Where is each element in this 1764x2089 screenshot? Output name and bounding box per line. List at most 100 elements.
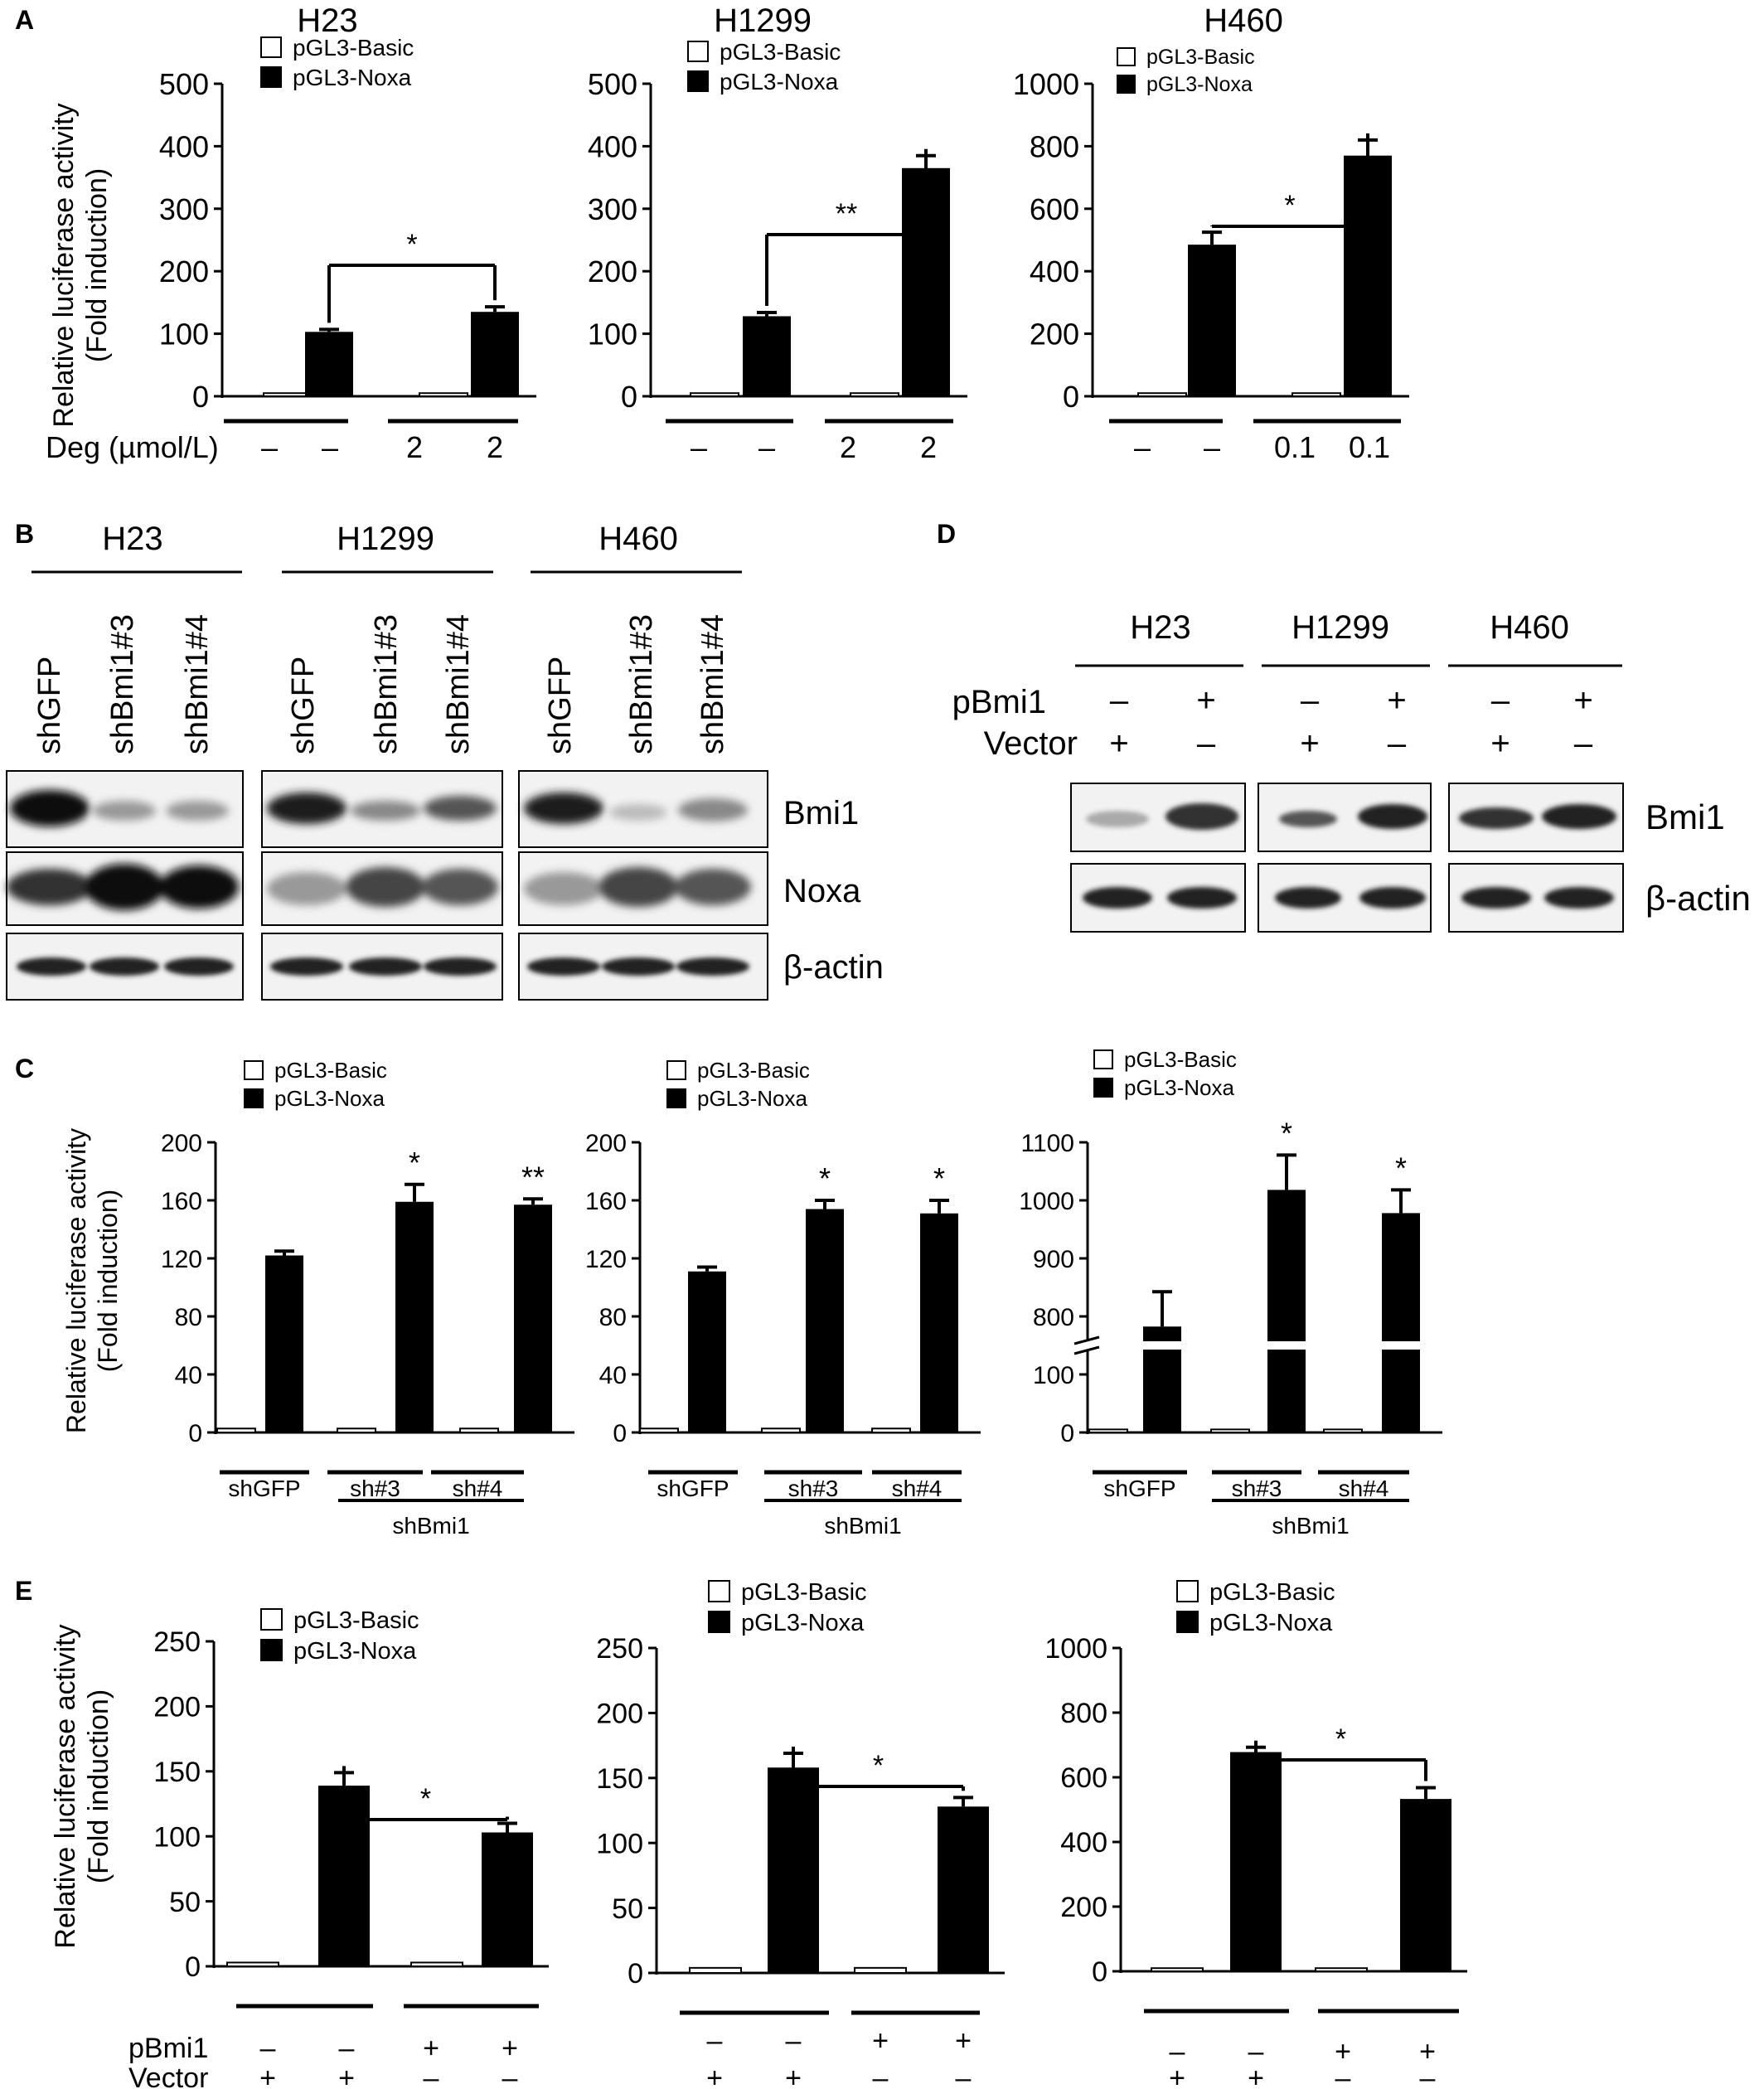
bar-basic (1137, 392, 1187, 398)
bar-noxa (1230, 1752, 1282, 1971)
chart-e1: pGL3-Basic pGL3-Noxa 0 50 100 150 200 250 * pBmi1… (128, 1607, 549, 2089)
group-label: shBmi1 (1272, 1513, 1349, 1539)
sig-star: * (819, 1161, 831, 1195)
row-label: Deg (µmol/L) (46, 430, 219, 464)
sig-star: * (873, 1750, 884, 1781)
condition-sign: + (423, 2033, 439, 2064)
y-tick-label: 600 (1060, 1762, 1107, 1794)
y-tick-label: 400 (1060, 1827, 1107, 1859)
blot-bands-noxa (7, 864, 751, 910)
y-tick-label: 250 (596, 1633, 643, 1665)
condition-sign: + (955, 2025, 972, 2057)
y-tick-label: 0 (192, 380, 209, 414)
cell-line-label: H1299 (337, 521, 434, 557)
cell-line-label: H1299 (1292, 609, 1389, 646)
svg-text:(Fold induction): (Fold induction) (83, 1689, 114, 1883)
category-label: shGFP (228, 1476, 300, 1501)
y-tick-label: 0 (621, 380, 637, 414)
legend-swatch-basic (1176, 1580, 1199, 1602)
y-tick-label: 200 (159, 254, 209, 288)
y-tick-label: 100 (159, 317, 209, 351)
bar-basic (263, 392, 313, 398)
legend-label-noxa: pGL3-Noxa (697, 1086, 807, 1111)
lane-label: shBmi1#4 (441, 614, 476, 754)
condition-sign: + (1169, 2062, 1185, 2089)
legend-swatch-basic (708, 1580, 730, 1602)
y-tick-label: 200 (1030, 317, 1079, 351)
legend-label-basic: pGL3-Basic (697, 1058, 810, 1083)
bar-basic (1151, 1967, 1204, 1972)
bar-break-gap (1266, 1341, 1307, 1350)
y-tick-label: 50 (169, 1887, 201, 1918)
category-label: shGFP (657, 1476, 729, 1501)
svg-text:+: + (1196, 682, 1215, 719)
row-label: Vector (128, 2062, 208, 2089)
bar-noxa (514, 1204, 552, 1432)
chart-title: H23 (297, 2, 357, 39)
legend-swatch-noxa (244, 1088, 264, 1108)
bar-basic (419, 392, 468, 398)
condition-sign: – (786, 2025, 802, 2057)
bar-basic (1323, 1428, 1363, 1434)
condition-sign: 0.1 (1349, 430, 1390, 464)
condition-sign: + (338, 2062, 355, 2089)
legend-label-basic: pGL3-Basic (293, 1607, 419, 1634)
svg-text:+: + (1573, 682, 1592, 719)
y-tick-label: 300 (159, 192, 209, 226)
blot-row-label: β-actin (1645, 879, 1751, 918)
legend-label-basic: pGL3-Basic (1146, 46, 1255, 69)
category-label: sh#3 (788, 1476, 839, 1501)
y-tick-label: 150 (596, 1763, 643, 1795)
category-label: sh#4 (453, 1476, 503, 1501)
blot-row-label: β-actin (783, 949, 884, 986)
legend-swatch-noxa (260, 66, 282, 88)
condition-sign: – (1335, 2062, 1351, 2089)
legend-label-noxa: pGL3-Noxa (741, 1610, 865, 1636)
y-tick-label: 40 (175, 1362, 202, 1389)
bar-noxa (482, 1832, 533, 1966)
lane-label: shBmi1#4 (695, 614, 730, 754)
legend-swatch-noxa (260, 1639, 283, 1661)
blot-row-label: Noxa (783, 873, 861, 909)
chart-title: H1299 (714, 2, 812, 39)
bar-noxa (938, 1806, 989, 1973)
condition-sign: + (502, 2033, 518, 2064)
lane-label: shGFP (286, 657, 321, 754)
row-label: pBmi1 (128, 2033, 208, 2064)
bar-basic (226, 1961, 279, 1967)
legend-swatch-noxa (687, 70, 709, 92)
bar-basic (1088, 1428, 1128, 1434)
legend-swatch-basic (1093, 1049, 1113, 1069)
bar-basic (1315, 1967, 1368, 1972)
cell-line-label: H23 (102, 521, 162, 557)
y-tick-label: 100 (588, 317, 637, 351)
svg-text:(Fold induction): (Fold induction) (81, 168, 113, 362)
bar-basic (689, 1966, 742, 1975)
y-tick-label: 200 (161, 1130, 202, 1157)
condition-sign: – (261, 430, 278, 464)
sig-star: * (933, 1161, 945, 1195)
legend-label-noxa: pGL3-Noxa (274, 1086, 385, 1111)
legend-label-noxa: pGL3-Noxa (293, 65, 412, 90)
sig-star: ** (836, 198, 857, 230)
y-tick-label: 500 (159, 67, 209, 101)
y-tick-label: 80 (599, 1304, 627, 1331)
sig-star: * (409, 1146, 420, 1180)
sig-star: * (420, 1783, 431, 1815)
panel-b-western-blot: H23 H1299 H460 shGFP shBmi1#3 shBmi1#4 s… (6, 521, 884, 1001)
category-label: sh#4 (1339, 1476, 1389, 1501)
svg-text:(Fold induction): (Fold induction) (93, 1190, 123, 1373)
chart-title: H460 (1204, 2, 1283, 39)
y-tick-label: 900 (1033, 1246, 1074, 1273)
condition-sign: – (758, 430, 775, 464)
y-tick-label: 200 (585, 1130, 627, 1157)
bar-noxa (806, 1209, 844, 1432)
y-tick-label: 800 (1033, 1304, 1074, 1331)
condition-sign: 2 (840, 430, 856, 464)
y-tick-label: 160 (585, 1188, 627, 1215)
panel-d-western-blot: H23 H1299 H460 pBmi1 Vector – + – + – + … (952, 609, 1751, 933)
legend-swatch-noxa (708, 1611, 730, 1633)
legend-label-basic: pGL3-Basic (1124, 1047, 1237, 1072)
